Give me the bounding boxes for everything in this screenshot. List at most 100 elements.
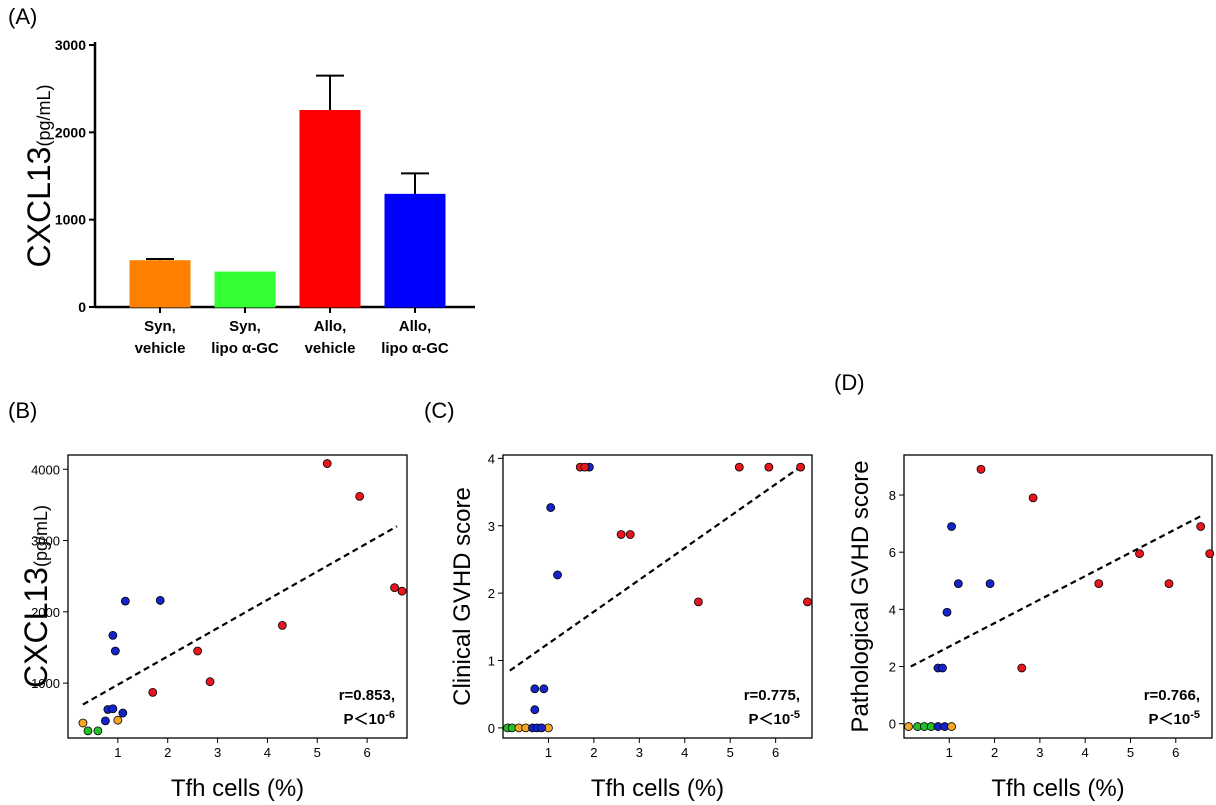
stat-p: P＜10-5 <box>749 709 800 728</box>
bar <box>384 193 446 308</box>
data-point <box>580 462 590 472</box>
regression-line <box>82 525 398 706</box>
data-point <box>118 708 128 718</box>
data-point <box>537 723 547 733</box>
plot-frame <box>903 454 1213 739</box>
data-point <box>530 684 540 694</box>
data-point <box>953 579 963 589</box>
y-tick-label: 1000 <box>55 212 86 228</box>
data-point <box>277 620 287 630</box>
panel-label: (D) <box>834 370 865 395</box>
stat-r: r=0.766, <box>1144 687 1200 704</box>
data-point <box>734 462 744 472</box>
data-point <box>100 716 110 726</box>
data-point <box>1028 493 1038 503</box>
x-tick-label: 2 <box>590 745 597 760</box>
data-point <box>155 596 165 605</box>
y-tick-label: 6 <box>889 545 896 560</box>
y-axis-label: Clinical GVHD score <box>449 487 476 706</box>
data-point <box>546 503 556 512</box>
x-axis-label: Tfh cells (%) <box>991 775 1124 802</box>
stat-p: P＜10-5 <box>1149 709 1200 728</box>
y-tick-label: 4 <box>488 451 495 466</box>
data-point <box>947 522 956 531</box>
data-point <box>397 586 407 596</box>
data-point <box>803 597 812 607</box>
data-point <box>1017 663 1027 673</box>
regression-line <box>509 464 804 672</box>
category-label: Allo, <box>399 318 432 335</box>
data-point <box>938 663 947 673</box>
panel-a: (A) 0 1000 2000 3000 CXCL13(pg/mL) Syn, vehicle… <box>8 4 475 357</box>
data-point <box>1164 579 1174 589</box>
bar <box>299 110 361 308</box>
x-tick-label: 1 <box>946 745 953 760</box>
x-tick-label: 4 <box>264 745 271 760</box>
data-point <box>390 583 399 592</box>
data-point <box>985 579 995 589</box>
x-tick-label: 3 <box>214 745 221 760</box>
data-point <box>1196 522 1206 531</box>
data-point <box>83 726 93 736</box>
bar <box>129 260 191 308</box>
x-tick-label: 4 <box>681 745 688 760</box>
x-axis-label: Tfh cells (%) <box>591 775 724 802</box>
data-point <box>110 646 120 656</box>
x-tick-label: 6 <box>772 745 779 760</box>
x-tick-label: 1 <box>114 745 121 760</box>
data-point <box>193 646 203 656</box>
y-tick-label: 0 <box>488 721 495 736</box>
y-tick-label: 1 <box>488 654 495 669</box>
y-tick-label: 2000 <box>55 124 86 140</box>
data-point <box>78 718 88 728</box>
y-tick-label: 4000 <box>31 462 60 477</box>
data-point <box>942 607 952 617</box>
data-point <box>693 597 703 607</box>
y-tick-label: 4 <box>889 602 896 617</box>
data-point <box>904 722 913 731</box>
data-point <box>1094 579 1104 589</box>
y-axis-label: Pathological GVHD score <box>847 460 874 732</box>
plot-frame <box>502 454 813 739</box>
x-axis-label: Tfh cells (%) <box>171 775 304 802</box>
category-label: lipo α-GC <box>381 340 449 357</box>
x-tick-label: 3 <box>636 745 643 760</box>
y-tick-label: 3 <box>488 519 495 534</box>
category-label: vehicle <box>135 340 186 357</box>
data-point <box>205 677 215 687</box>
regression-line <box>910 514 1204 668</box>
stat-r: r=0.853, <box>339 687 395 704</box>
y-tick-label: 1000 <box>31 676 60 691</box>
stat-r: r=0.775, <box>744 687 800 704</box>
x-tick-label: 1 <box>545 745 552 760</box>
y-tick-label: 2 <box>889 660 896 675</box>
data-point <box>120 596 130 606</box>
data-point <box>148 687 158 697</box>
x-tick-label: 5 <box>314 745 321 760</box>
data-point <box>113 715 123 725</box>
x-tick-label: 6 <box>1172 745 1179 760</box>
y-axis-label: CXCL13(pg/mL) <box>18 505 54 688</box>
data-point <box>108 704 118 714</box>
y-axis-label: CXCL13(pg/mL) <box>21 85 57 268</box>
data-point <box>764 462 774 472</box>
x-tick-label: 6 <box>364 745 371 760</box>
x-tick-label: 2 <box>991 745 998 760</box>
panel-b: (B) 1 2 3 4 5 6 1000 2000 3000 4000 r=0.853, P＜10-6 T… <box>8 398 408 802</box>
data-point <box>625 530 635 539</box>
data-point <box>616 530 626 539</box>
data-point <box>1135 549 1144 559</box>
panel-c: (C) 1 2 3 4 5 6 0 1 2 3 4 r=0.775, P＜10-5 Tfh cells (%… <box>424 398 813 802</box>
category-label: lipo α-GC <box>211 340 279 357</box>
plot-frame <box>67 454 408 739</box>
data-point <box>530 705 540 715</box>
y-tick-label: 0 <box>78 299 86 315</box>
category-label: vehicle <box>305 340 356 357</box>
y-tick-label: 2000 <box>31 605 60 620</box>
data-point <box>976 464 986 474</box>
data-point <box>553 570 562 580</box>
y-tick-label: 0 <box>889 717 896 732</box>
bar <box>214 271 276 308</box>
x-tick-label: 2 <box>164 745 171 760</box>
